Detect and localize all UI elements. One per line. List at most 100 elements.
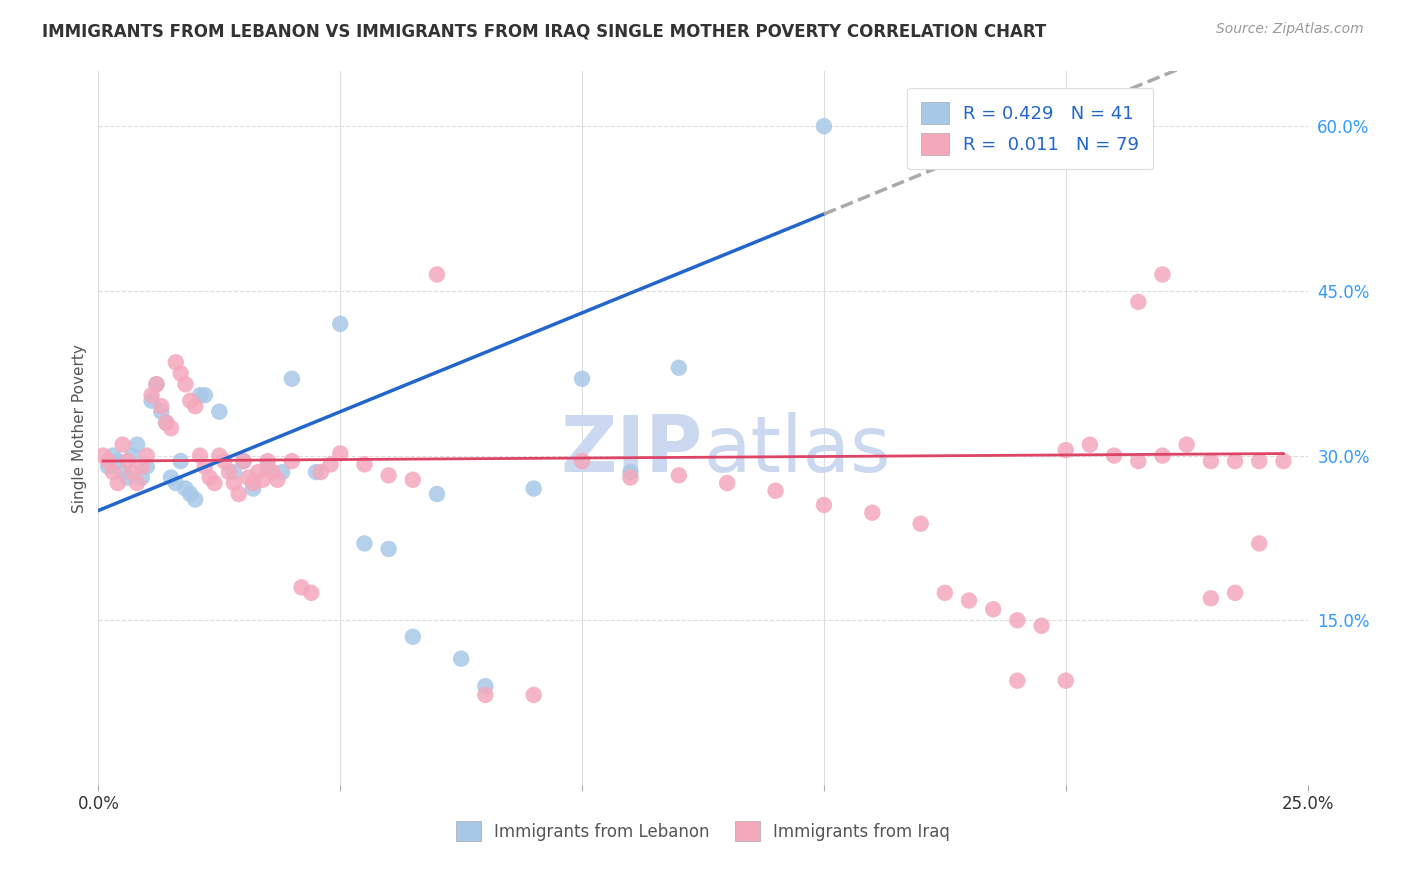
- Point: [169, 366, 191, 380]
- Point: [1272, 454, 1295, 468]
- Point: [150, 405, 173, 419]
- Point: [377, 541, 399, 556]
- Point: [668, 360, 690, 375]
- Point: [934, 586, 956, 600]
- Point: [281, 454, 304, 468]
- Point: [619, 470, 641, 484]
- Point: [252, 473, 274, 487]
- Point: [1175, 437, 1198, 451]
- Point: [668, 468, 690, 483]
- Text: Source: ZipAtlas.com: Source: ZipAtlas.com: [1216, 22, 1364, 37]
- Point: [194, 388, 217, 402]
- Point: [127, 476, 149, 491]
- Point: [208, 405, 231, 419]
- Point: [91, 449, 114, 463]
- Point: [247, 465, 270, 479]
- Point: [426, 487, 449, 501]
- Point: [281, 372, 304, 386]
- Point: [97, 454, 120, 468]
- Point: [1054, 673, 1077, 688]
- Point: [145, 377, 167, 392]
- Point: [256, 459, 278, 474]
- Point: [299, 586, 322, 600]
- Point: [160, 470, 183, 484]
- Point: [402, 473, 425, 487]
- Point: [194, 459, 217, 474]
- Point: [1128, 454, 1150, 468]
- Point: [160, 421, 183, 435]
- Point: [165, 476, 187, 491]
- Point: [271, 465, 294, 479]
- Point: [107, 454, 129, 468]
- Point: [266, 473, 288, 487]
- Point: [101, 449, 124, 463]
- Text: atlas: atlas: [703, 411, 890, 488]
- Point: [329, 317, 352, 331]
- Point: [957, 593, 980, 607]
- Point: [1102, 449, 1125, 463]
- Point: [131, 470, 153, 484]
- Point: [329, 446, 352, 460]
- Point: [765, 483, 787, 498]
- Point: [860, 506, 883, 520]
- Point: [242, 476, 264, 491]
- Point: [179, 393, 201, 408]
- Point: [184, 492, 207, 507]
- Point: [184, 399, 207, 413]
- Point: [141, 393, 163, 408]
- Point: [619, 465, 641, 479]
- Point: [111, 437, 134, 451]
- Point: [212, 454, 235, 468]
- Legend: Immigrants from Lebanon, Immigrants from Iraq: Immigrants from Lebanon, Immigrants from…: [450, 814, 956, 848]
- Point: [232, 454, 254, 468]
- Point: [353, 536, 375, 550]
- Point: [1031, 619, 1053, 633]
- Y-axis label: Single Mother Poverty: Single Mother Poverty: [72, 343, 87, 513]
- Point: [135, 449, 157, 463]
- Point: [981, 602, 1004, 616]
- Point: [377, 468, 399, 483]
- Point: [97, 459, 120, 474]
- Point: [290, 580, 312, 594]
- Point: [228, 487, 250, 501]
- Point: [232, 454, 254, 468]
- Point: [131, 459, 153, 474]
- Point: [716, 476, 738, 491]
- Point: [450, 651, 472, 665]
- Point: [813, 120, 835, 134]
- Point: [1078, 437, 1101, 451]
- Point: [523, 688, 546, 702]
- Point: [1199, 591, 1222, 606]
- Point: [426, 268, 449, 282]
- Point: [910, 516, 932, 531]
- Point: [353, 458, 375, 472]
- Point: [1223, 586, 1246, 600]
- Point: [1128, 294, 1150, 309]
- Point: [127, 437, 149, 451]
- Point: [238, 470, 260, 484]
- Point: [242, 482, 264, 496]
- Point: [319, 458, 342, 472]
- Point: [474, 679, 496, 693]
- Point: [165, 355, 187, 369]
- Point: [155, 416, 177, 430]
- Point: [1152, 268, 1174, 282]
- Point: [204, 476, 226, 491]
- Point: [107, 476, 129, 491]
- Point: [141, 388, 163, 402]
- Point: [135, 459, 157, 474]
- Point: [208, 449, 231, 463]
- Point: [474, 688, 496, 702]
- Point: [222, 476, 245, 491]
- Point: [1249, 454, 1271, 468]
- Point: [145, 377, 167, 392]
- Point: [155, 416, 177, 430]
- Point: [1223, 454, 1246, 468]
- Point: [198, 470, 221, 484]
- Point: [117, 470, 139, 484]
- Point: [222, 465, 245, 479]
- Point: [121, 465, 143, 479]
- Point: [1007, 673, 1029, 688]
- Point: [117, 454, 139, 468]
- Point: [1249, 536, 1271, 550]
